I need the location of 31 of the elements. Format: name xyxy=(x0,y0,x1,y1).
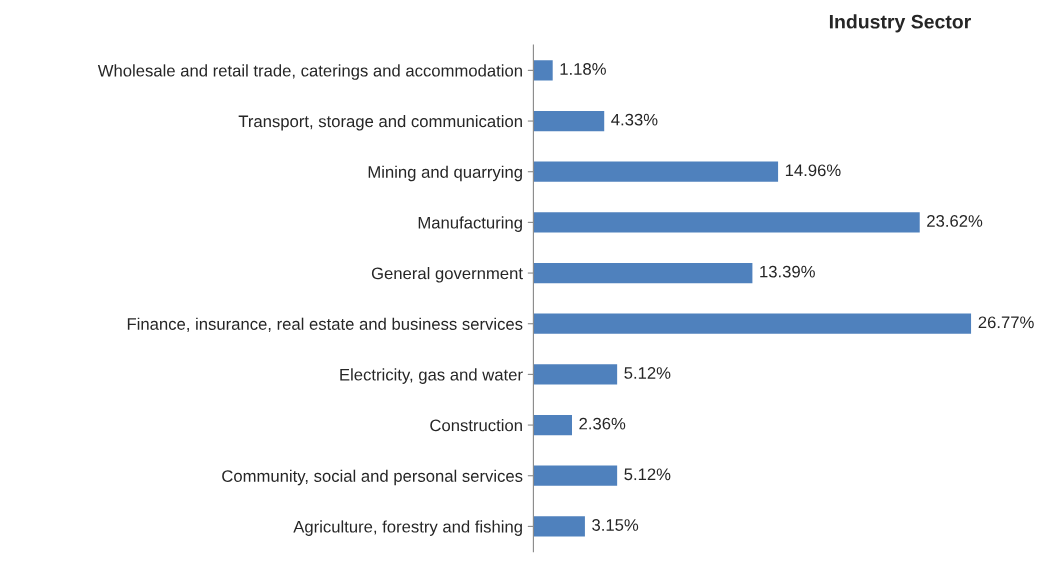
y-tick-label: Transport, storage and communication xyxy=(238,115,522,131)
y-tick-label: Wholesale and retail trade, caterings and accommodation xyxy=(97,64,522,80)
data-label: 1.18% xyxy=(560,63,606,75)
y-tick-label: Agriculture, forestry and fishing xyxy=(293,520,522,536)
bar xyxy=(533,110,605,132)
data-label: 5.12% xyxy=(624,468,671,481)
y-tick-label: Electricity, gas and water xyxy=(340,368,523,384)
data-label: 3.15% xyxy=(592,519,639,531)
data-label: 26.77% xyxy=(978,316,1034,329)
data-label: 2.36% xyxy=(579,417,626,430)
bar xyxy=(533,212,920,233)
bar xyxy=(533,465,618,486)
bar xyxy=(533,364,618,385)
bar xyxy=(533,313,972,334)
data-label: 14.96% xyxy=(785,164,841,177)
y-tick-label: Mining and quarrying xyxy=(368,165,522,182)
bar xyxy=(533,161,779,182)
y-tick-label: Construction xyxy=(430,419,522,432)
bar xyxy=(533,414,572,436)
bar xyxy=(533,60,553,81)
data-label: 5.12% xyxy=(624,367,671,379)
y-tick-label: General government xyxy=(371,267,523,283)
y-tick-label: Manufacturing xyxy=(418,216,522,232)
data-label: 13.39% xyxy=(760,265,815,278)
bar xyxy=(533,262,753,284)
data-label: 23.62% xyxy=(927,215,983,227)
y-tick-label: Finance, insurance, real estate and business services xyxy=(127,317,523,332)
bar xyxy=(533,516,585,537)
y-tick-label: Community, social and personal services xyxy=(222,469,523,486)
chart-title: Industry Sector xyxy=(829,14,971,33)
data-label: 4.33% xyxy=(611,113,658,126)
